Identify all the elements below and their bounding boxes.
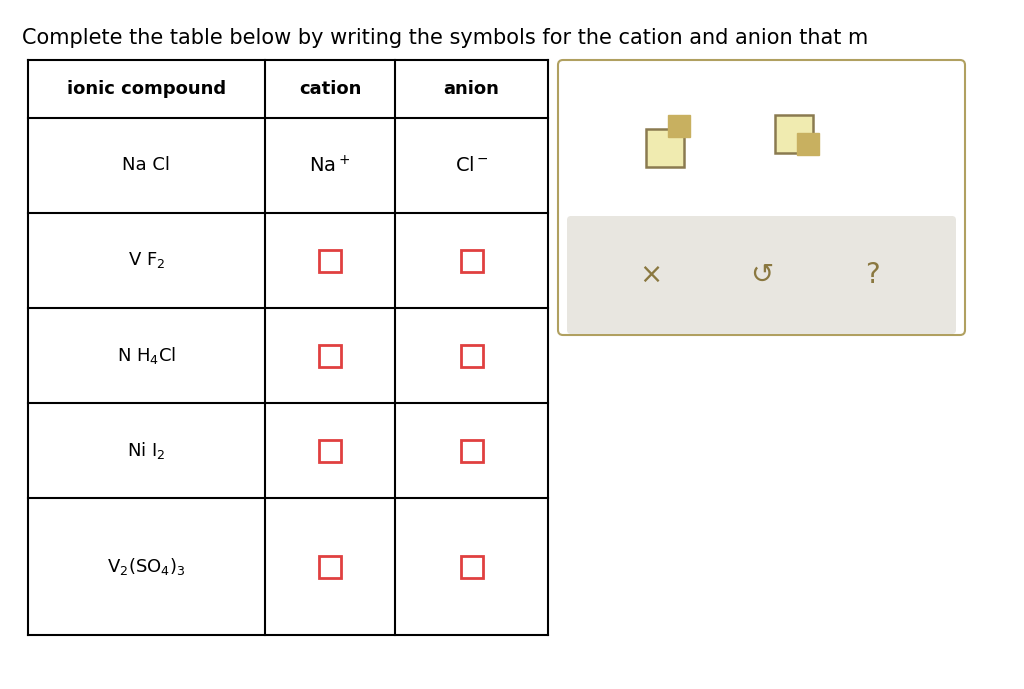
- Text: anion: anion: [443, 80, 500, 98]
- Text: ?: ?: [865, 261, 880, 289]
- Text: V$_2$(SO$_4$)$_3$: V$_2$(SO$_4$)$_3$: [108, 556, 185, 577]
- FancyBboxPatch shape: [775, 114, 813, 152]
- Text: Complete the table below by writing the symbols for the cation and anion that m: Complete the table below by writing the …: [22, 28, 868, 48]
- Text: Na$^+$: Na$^+$: [309, 155, 350, 176]
- FancyBboxPatch shape: [798, 132, 819, 154]
- Text: Ni I$_2$: Ni I$_2$: [127, 440, 166, 461]
- Text: ×: ×: [639, 261, 662, 289]
- Text: Cl$^-$: Cl$^-$: [455, 156, 488, 175]
- FancyBboxPatch shape: [558, 60, 965, 335]
- Text: cation: cation: [299, 80, 361, 98]
- Text: N H$_4$Cl: N H$_4$Cl: [117, 345, 176, 366]
- FancyBboxPatch shape: [668, 114, 690, 136]
- Text: Na Cl: Na Cl: [123, 156, 171, 174]
- Text: ↺: ↺: [750, 261, 773, 289]
- FancyBboxPatch shape: [646, 129, 684, 167]
- Text: ionic compound: ionic compound: [67, 80, 226, 98]
- Text: V F$_2$: V F$_2$: [128, 251, 165, 271]
- FancyBboxPatch shape: [567, 216, 956, 334]
